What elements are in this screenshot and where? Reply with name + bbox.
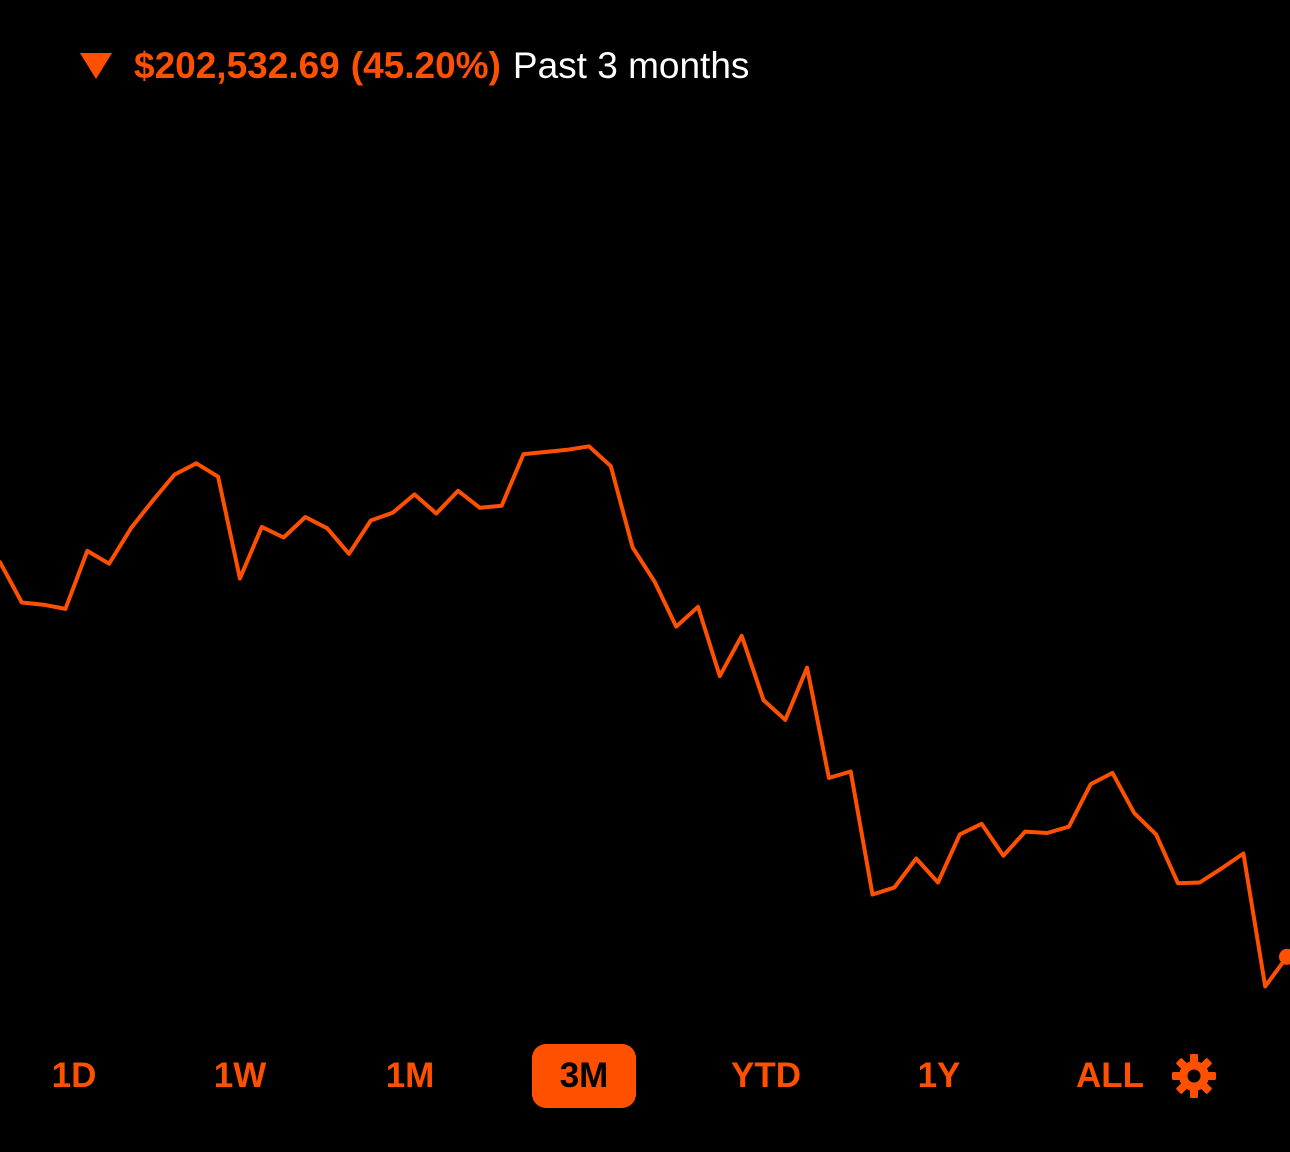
range-option-ytd[interactable]: YTD [731, 1056, 801, 1095]
chart-header: $202,532.69 (45.20%) Past 3 months [78, 40, 749, 92]
range-option-3m[interactable]: 3M [532, 1044, 636, 1108]
triangle-down-icon [78, 51, 114, 81]
range-option-1w[interactable]: 1W [213, 1056, 267, 1095]
current-value-dot [1279, 948, 1290, 965]
range-option-1y[interactable]: 1Y [917, 1056, 961, 1095]
period-label: Past 3 months [512, 45, 750, 86]
range-option-1d[interactable]: 1D [51, 1056, 97, 1095]
change-percent: (45.20%) [350, 45, 501, 86]
series-line [0, 444, 1289, 989]
range-selector: 1D 1W 1M 3M YTD 1Y ALL [0, 1044, 1290, 1108]
range-option-1m[interactable]: 1M [385, 1056, 435, 1095]
range-option-all[interactable]: ALL [1075, 1056, 1145, 1095]
gear-icon[interactable] [1172, 1054, 1216, 1098]
change-amount: $202,532.69 [134, 45, 340, 86]
